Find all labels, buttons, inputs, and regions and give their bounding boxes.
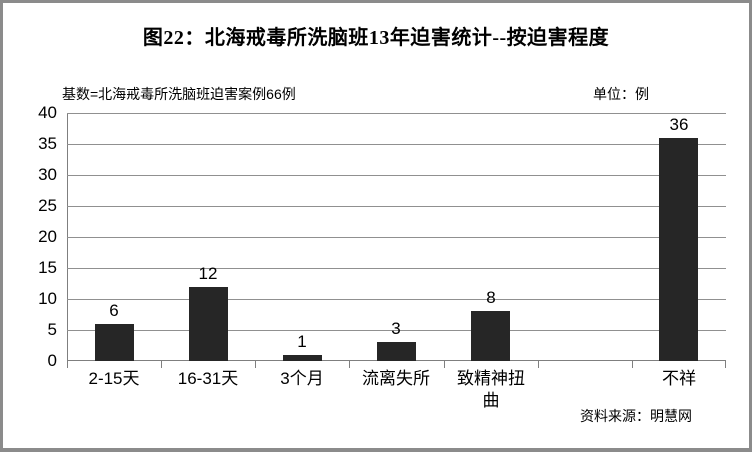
x-axis-category-label: 16-31天 xyxy=(161,368,255,390)
bar xyxy=(377,342,416,361)
bar-value-label: 1 xyxy=(297,332,307,351)
x-axis-category-label-text: 16-31天 xyxy=(177,369,239,388)
base-note: 基数=北海戒毒所洗脑班迫害案例66例 xyxy=(62,86,296,102)
bar-value-label: 6 xyxy=(109,301,119,320)
x-axis-labels: 2-15天 16-31天 3个月 流离失所 致精神扭曲 不祥 xyxy=(67,368,726,416)
x-axis-category-label-text: 致精神扭曲 xyxy=(457,369,525,410)
x-axis-tick xyxy=(725,361,726,368)
source-note: 资料来源：明慧网 xyxy=(580,408,692,424)
x-axis-tick xyxy=(632,361,633,368)
unit-note: 单位：例 xyxy=(593,86,649,102)
gridline xyxy=(67,144,726,145)
y-axis-tick-label: 25 xyxy=(38,196,57,215)
y-axis-labels: 0 5 10 15 20 25 30 35 40 xyxy=(13,103,57,370)
bar-value-label: 36 xyxy=(669,115,689,134)
plot-area: 6 12 1 3 8 36 xyxy=(67,113,726,368)
bar xyxy=(283,355,322,361)
gridline xyxy=(67,206,726,207)
x-axis-category-label: 2-15天 xyxy=(67,368,161,390)
bar xyxy=(95,324,134,361)
y-axis-tick-label: 30 xyxy=(38,165,57,184)
x-axis-category-label-text: 2-15天 xyxy=(88,369,140,388)
gridline xyxy=(67,113,726,114)
bar xyxy=(471,311,510,361)
x-axis-category-label-text: 流离失所 xyxy=(362,369,430,388)
x-axis-category-label: 不祥 xyxy=(632,368,726,390)
x-axis-tick xyxy=(444,361,445,368)
chart-title: 图22：北海戒毒所洗脑班13年迫害统计--按迫害程度 xyxy=(142,27,610,49)
x-axis-tick xyxy=(349,361,350,368)
bar xyxy=(189,287,228,361)
y-axis-tick-label: 20 xyxy=(38,227,57,246)
x-axis-tick xyxy=(161,361,162,368)
bar xyxy=(659,138,698,361)
x-axis-category-label: 3个月 xyxy=(255,368,349,390)
y-axis-tick-label: 10 xyxy=(38,289,57,308)
y-axis-tick-label: 40 xyxy=(38,103,57,122)
bar-value-label: 12 xyxy=(198,264,218,283)
gridline xyxy=(67,175,726,176)
bar-value-label: 8 xyxy=(486,288,496,307)
x-axis-tick xyxy=(67,361,68,368)
bar-value-label: 3 xyxy=(391,319,401,338)
gridline xyxy=(67,237,726,238)
x-axis-tick xyxy=(538,361,539,368)
y-axis-tick-label: 5 xyxy=(47,320,57,339)
y-axis-tick-label: 15 xyxy=(38,258,57,277)
x-axis-category-label: 流离失所 xyxy=(349,368,443,390)
gridline xyxy=(67,268,726,269)
gridline xyxy=(67,330,726,331)
y-axis-tick-label: 35 xyxy=(38,134,57,153)
x-axis-category-label-text: 3个月 xyxy=(280,369,324,388)
x-axis-category-label-text: 不祥 xyxy=(662,369,696,388)
y-axis-line xyxy=(67,113,68,368)
x-axis-category-label: 致精神扭曲 xyxy=(444,368,538,412)
x-axis-tick xyxy=(255,361,256,368)
gridline xyxy=(67,299,726,300)
y-axis-tick-label: 0 xyxy=(47,351,57,370)
